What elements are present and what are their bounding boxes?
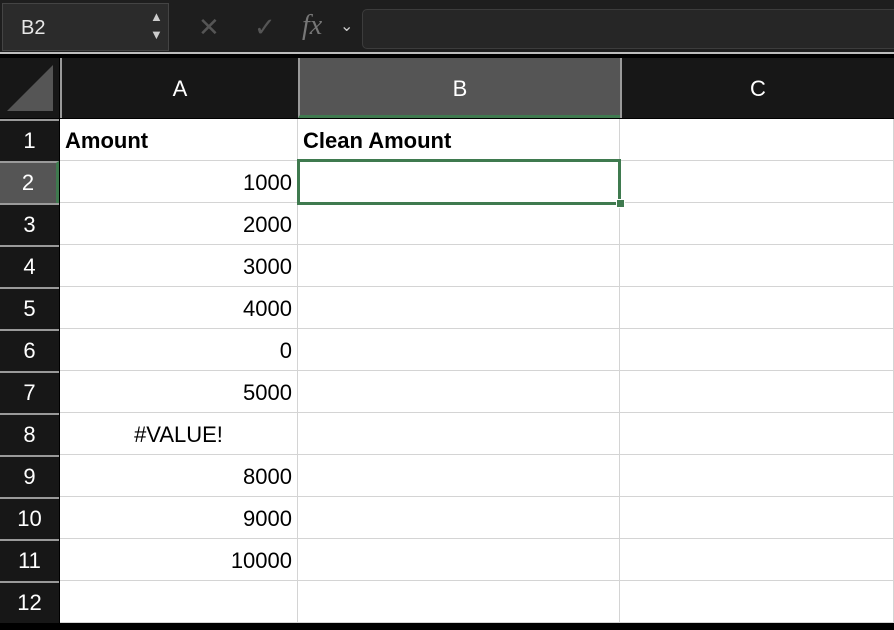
cell-C6[interactable]: [620, 329, 894, 371]
cell-B5[interactable]: [298, 287, 620, 329]
cell-B10[interactable]: [298, 497, 620, 539]
row-header-9[interactable]: 9: [0, 455, 59, 497]
cell-A11[interactable]: 10000: [60, 539, 298, 581]
cell-A10[interactable]: 9000: [60, 497, 298, 539]
cell-A5[interactable]: 4000: [60, 287, 298, 329]
cell-A8[interactable]: #VALUE!: [60, 413, 298, 455]
cell-A2[interactable]: 1000: [60, 161, 298, 203]
cell-B3[interactable]: [298, 203, 620, 245]
fill-handle[interactable]: [616, 199, 625, 208]
cell-B7[interactable]: [298, 371, 620, 413]
column-header-c[interactable]: C: [620, 58, 894, 118]
row-header-8[interactable]: 8: [0, 413, 59, 455]
row-header-10[interactable]: 10: [0, 497, 59, 539]
name-box-value: B2: [21, 17, 46, 39]
fx-icon[interactable]: fx: [302, 10, 323, 41]
cell-C10[interactable]: [620, 497, 894, 539]
cell-C7[interactable]: [620, 371, 894, 413]
formula-input[interactable]: [362, 9, 894, 49]
name-box[interactable]: B2: [2, 3, 169, 51]
cell-A12[interactable]: [60, 581, 298, 623]
column-header-b[interactable]: B: [298, 58, 620, 118]
row-header-4[interactable]: 4: [0, 245, 59, 287]
cell-C2[interactable]: [620, 161, 894, 203]
cell-A1[interactable]: Amount: [60, 119, 298, 161]
cell-C8[interactable]: [620, 413, 894, 455]
row-header-3[interactable]: 3: [0, 203, 59, 245]
cell-B6[interactable]: [298, 329, 620, 371]
cell-B12[interactable]: [298, 581, 620, 623]
row-header-7[interactable]: 7: [0, 371, 59, 413]
row-header-2[interactable]: 2: [0, 161, 59, 203]
cell-B9[interactable]: [298, 455, 620, 497]
cell-A9[interactable]: 8000: [60, 455, 298, 497]
cell-B8[interactable]: [298, 413, 620, 455]
cell-C12[interactable]: [620, 581, 894, 623]
cell-A7[interactable]: 5000: [60, 371, 298, 413]
formula-bar: B2 ▲ ▼ ✕ ✓ fx ⌄: [0, 0, 894, 54]
cell-C9[interactable]: [620, 455, 894, 497]
x-icon[interactable]: ✕: [198, 12, 220, 42]
cell-C11[interactable]: [620, 539, 894, 581]
row-header-5[interactable]: 5: [0, 287, 59, 329]
selection-outline: [297, 159, 621, 205]
select-all-button[interactable]: [0, 58, 59, 118]
cell-A6[interactable]: 0: [60, 329, 298, 371]
name-box-stepper[interactable]: ▲ ▼: [150, 9, 163, 42]
row-header-1[interactable]: 1: [0, 119, 59, 161]
cell-B11[interactable]: [298, 539, 620, 581]
cell-B4[interactable]: [298, 245, 620, 287]
check-icon[interactable]: ✓: [254, 12, 276, 42]
row-header-6[interactable]: 6: [0, 329, 59, 371]
cell-A3[interactable]: 2000: [60, 203, 298, 245]
row-header-12[interactable]: 12: [0, 581, 59, 623]
cell-C3[interactable]: [620, 203, 894, 245]
chevron-down-icon[interactable]: ⌄: [340, 18, 354, 35]
cell-A4[interactable]: 3000: [60, 245, 298, 287]
cell-C4[interactable]: [620, 245, 894, 287]
column-header-a[interactable]: A: [60, 58, 298, 118]
cell-B1[interactable]: Clean Amount: [298, 119, 620, 161]
row-header-11[interactable]: 11: [0, 539, 59, 581]
cell-C1[interactable]: [620, 119, 894, 161]
cell-C5[interactable]: [620, 287, 894, 329]
